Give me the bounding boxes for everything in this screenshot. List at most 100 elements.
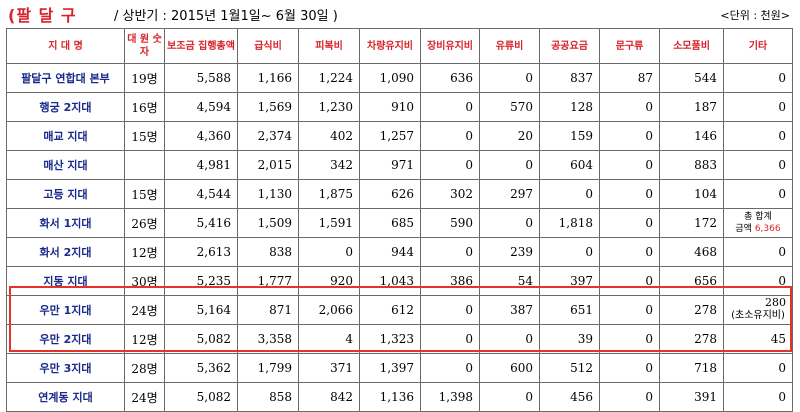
- clothing-cell: 1,230: [298, 92, 360, 122]
- vehicle-cell: 1,136: [359, 382, 421, 412]
- utilities-cell: 128: [539, 92, 600, 122]
- equipment-cell: 1,398: [420, 382, 480, 412]
- vehicle-cell: 626: [359, 179, 421, 209]
- utilities-cell: 159: [539, 121, 600, 151]
- col-header: 유류비: [479, 28, 540, 64]
- member-count: 24명: [124, 382, 165, 412]
- etc-cell: 0: [723, 382, 793, 412]
- total-label: 총 합계: [744, 212, 772, 222]
- meals-cell: 838: [237, 237, 299, 267]
- table-row: 우만 1지대 24명 5,164 871 2,066 612 0 387 651…: [6, 295, 793, 325]
- table-row: 화서 1지대 26명 5,416 1,509 1,591 685 590 0 1…: [6, 208, 793, 238]
- etc-cell: 0: [723, 92, 793, 122]
- equipment-cell: 590: [420, 208, 480, 238]
- supplies-cell: 104: [659, 179, 724, 209]
- table-row: 매교 지대 15명 4,360 2,374 402 1,257 0 20 159…: [6, 121, 793, 151]
- member-count: 24명: [124, 295, 165, 325]
- meals-cell: 1,799: [237, 353, 299, 383]
- total-cell: 4,981: [164, 150, 238, 180]
- member-count: 30명: [124, 266, 165, 296]
- total-cell: 4,544: [164, 179, 238, 209]
- unit-name: 우만 3지대: [6, 353, 125, 383]
- table-row: 연계동 지대 24명 5,082 858 842 1,136 1,398 0 4…: [6, 382, 793, 412]
- supplies-cell: 172: [659, 208, 724, 238]
- etc-cell: 0: [723, 179, 793, 209]
- stationery-cell: 0: [599, 150, 660, 180]
- equipment-cell: 0: [420, 121, 480, 151]
- utilities-cell: 651: [539, 295, 600, 325]
- member-count: 15명: [124, 121, 165, 151]
- amount-line: 금액 6,366: [725, 223, 792, 235]
- total-cell: 4,360: [164, 121, 238, 151]
- stationery-cell: 0: [599, 179, 660, 209]
- vehicle-cell: 1,257: [359, 121, 421, 151]
- supplies-cell: 278: [659, 295, 724, 325]
- utilities-cell: 837: [539, 63, 600, 93]
- clothing-cell: 920: [298, 266, 360, 296]
- fuel-cell: 387: [479, 295, 540, 325]
- stationery-cell: 0: [599, 92, 660, 122]
- stationery-cell: 0: [599, 208, 660, 238]
- vehicle-cell: 612: [359, 295, 421, 325]
- unit-name: 매산 지대: [6, 150, 125, 180]
- stationery-cell: 0: [599, 295, 660, 325]
- equipment-cell: 0: [420, 237, 480, 267]
- meals-cell: 871: [237, 295, 299, 325]
- etc-value: 280: [765, 296, 786, 309]
- clothing-cell: 4: [298, 324, 360, 354]
- clothing-cell: 842: [298, 382, 360, 412]
- vehicle-cell: 944: [359, 237, 421, 267]
- col-header: 보조금 집행총액: [164, 28, 238, 64]
- vehicle-cell: 1,323: [359, 324, 421, 354]
- unit-name: 지동 지대: [6, 266, 125, 296]
- fuel-cell: 297: [479, 179, 540, 209]
- col-header: 장비유지비: [420, 28, 480, 64]
- fuel-cell: 570: [479, 92, 540, 122]
- report-header: (팔 달 구 / 상반기 : 2015년 1월1일~ 6월 30일 ) <단위 …: [0, 0, 800, 28]
- clothing-cell: 2,066: [298, 295, 360, 325]
- utilities-cell: 604: [539, 150, 600, 180]
- vehicle-cell: 685: [359, 208, 421, 238]
- member-count: 12명: [124, 324, 165, 354]
- equipment-cell: 386: [420, 266, 480, 296]
- col-header: 문구류: [599, 28, 660, 64]
- clothing-cell: 1,224: [298, 63, 360, 93]
- table-row: 화서 2지대 12명 2,613 838 0 944 0 239 0 0 468…: [6, 237, 793, 267]
- unit-label: <단위 : 천원>: [720, 9, 790, 22]
- supplies-cell: 391: [659, 382, 724, 412]
- supplies-cell: 468: [659, 237, 724, 267]
- amount-label: 금액: [735, 224, 752, 234]
- col-header: 공공요금: [539, 28, 600, 64]
- utilities-cell: 1,818: [539, 208, 600, 238]
- vehicle-cell: 1,043: [359, 266, 421, 296]
- stationery-cell: 87: [599, 63, 660, 93]
- stationery-cell: 0: [599, 237, 660, 267]
- vehicle-cell: 910: [359, 92, 421, 122]
- table-row: 지동 지대 30명 5,235 1,777 920 1,043 386 54 3…: [6, 266, 793, 296]
- district-title: (팔 달 구: [8, 6, 77, 25]
- unit-name: 연계동 지대: [6, 382, 125, 412]
- equipment-cell: 0: [420, 353, 480, 383]
- col-header: 피복비: [298, 28, 360, 64]
- clothing-cell: 1,875: [298, 179, 360, 209]
- total-cell: 5,082: [164, 382, 238, 412]
- supplies-cell: 187: [659, 92, 724, 122]
- meals-cell: 858: [237, 382, 299, 412]
- consumer-note: (초소유지비): [731, 310, 785, 321]
- vehicle-cell: 1,090: [359, 63, 421, 93]
- fuel-cell: 239: [479, 237, 540, 267]
- table-row: 행궁 2지대 16명 4,594 1,569 1,230 910 0 570 1…: [6, 92, 793, 122]
- table-row: 우만 2지대 12명 5,082 3,358 4 1,323 0 0 39 0 …: [6, 324, 793, 354]
- meals-cell: 2,015: [237, 150, 299, 180]
- unit-name: 화서 2지대: [6, 237, 125, 267]
- fuel-cell: 0: [479, 63, 540, 93]
- utilities-cell: 0: [539, 179, 600, 209]
- vehicle-cell: 971: [359, 150, 421, 180]
- equipment-cell: 0: [420, 295, 480, 325]
- stationery-cell: 0: [599, 353, 660, 383]
- unit-name: 우만 1지대: [6, 295, 125, 325]
- total-cell: 5,416: [164, 208, 238, 238]
- fuel-cell: 600: [479, 353, 540, 383]
- meals-cell: 2,374: [237, 121, 299, 151]
- fuel-cell: 0: [479, 208, 540, 238]
